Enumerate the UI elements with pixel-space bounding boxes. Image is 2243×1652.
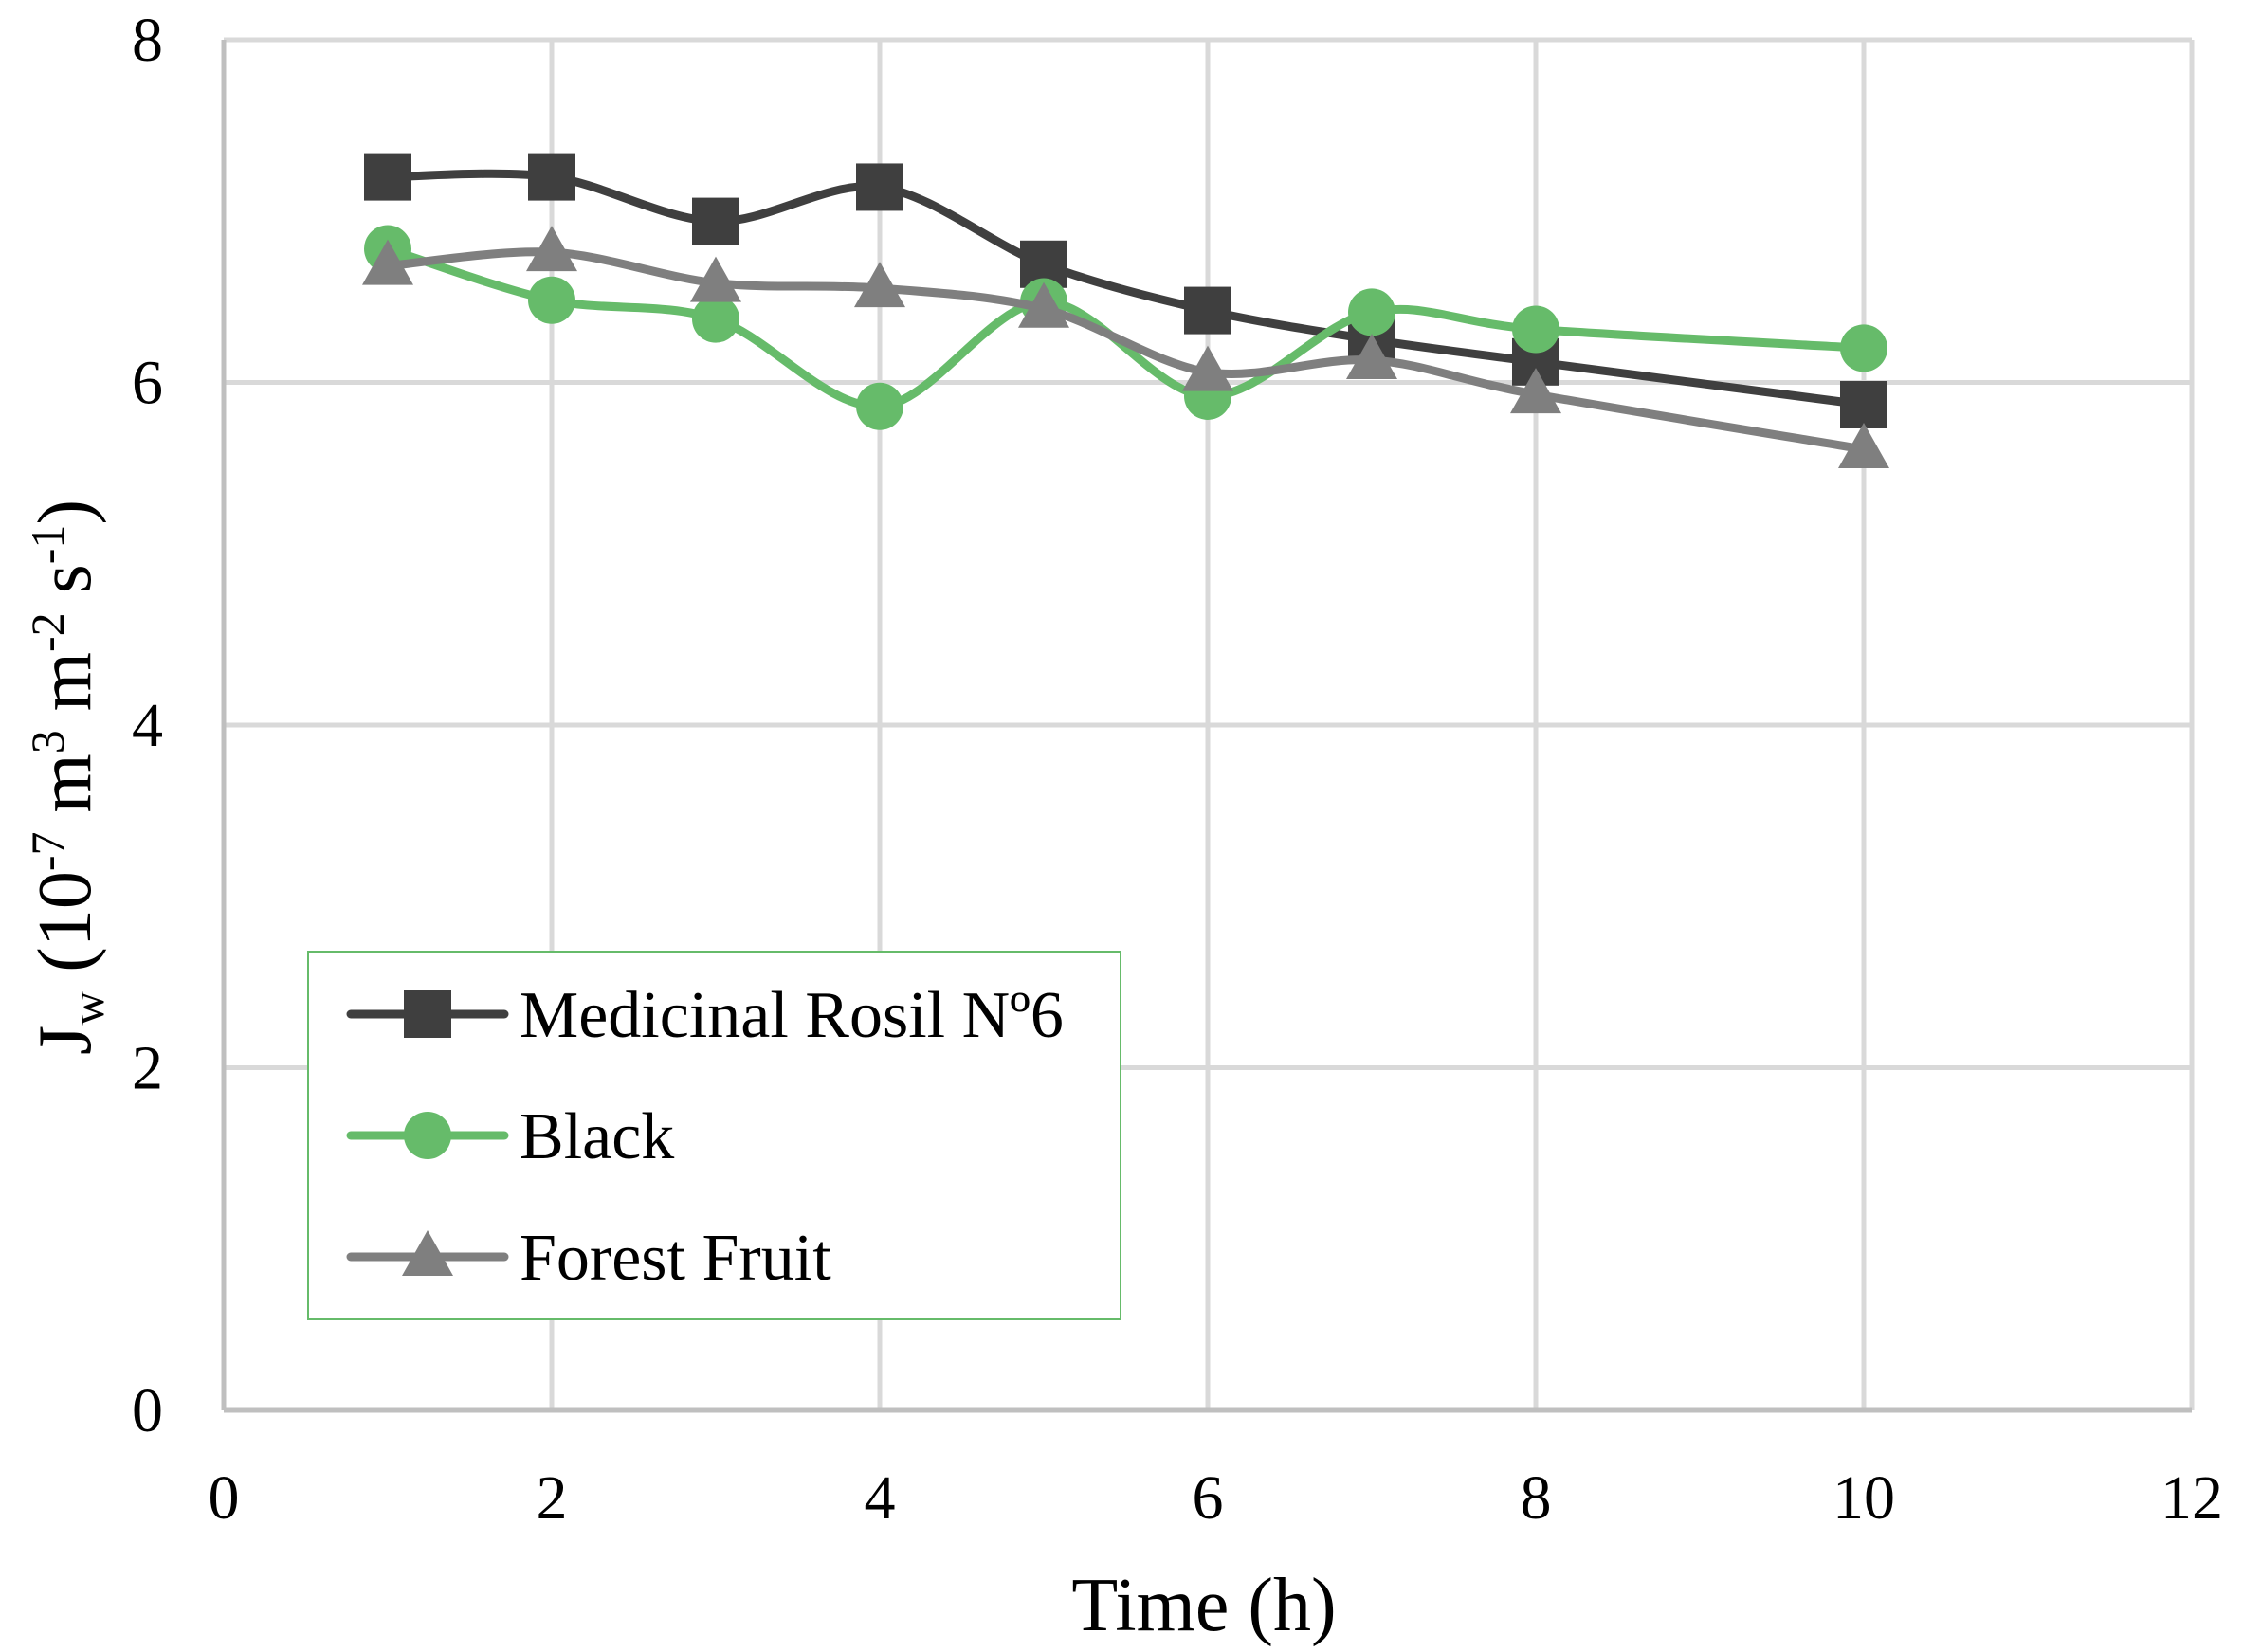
data-point — [1346, 334, 1397, 380]
y-axis-title-main: J — [24, 1026, 107, 1055]
data-point — [1018, 281, 1069, 328]
y-axis-title-m2: m — [24, 652, 107, 730]
data-point — [1510, 368, 1561, 414]
data-point — [1838, 422, 1889, 468]
y-axis-title-exp4: -1 — [21, 525, 74, 565]
y-axis-title-exp3: -2 — [21, 612, 74, 652]
legend-marker — [402, 1230, 453, 1276]
x-tick-label: 6 — [1193, 1463, 1224, 1533]
data-point — [1840, 380, 1887, 428]
x-axis-title: Time (h) — [1071, 1564, 1336, 1647]
y-tick-label: 8 — [132, 6, 163, 75]
data-point — [528, 153, 575, 201]
y-axis-title: Jw (10-7 m3 m-2 s-1) — [21, 499, 114, 1055]
y-tick-label: 0 — [132, 1376, 163, 1445]
series-group — [362, 153, 1889, 468]
legend-item: Forest Fruit — [346, 1222, 831, 1295]
legend-label: Black — [520, 1100, 674, 1173]
legend-label: Forest Fruit — [520, 1222, 831, 1295]
legend-item: Medicinal Rosil Nº6 — [346, 979, 1064, 1052]
legend-item: Black — [346, 1100, 674, 1173]
legend-marker — [404, 1112, 451, 1159]
x-tick-label: 8 — [1521, 1463, 1552, 1533]
data-point — [854, 262, 905, 308]
legend-marker — [404, 990, 451, 1038]
x-tick-label: 10 — [1833, 1463, 1895, 1533]
y-axis-title-sub: w — [61, 991, 114, 1026]
data-point — [362, 239, 413, 285]
data-point — [1512, 305, 1559, 354]
y-tick-label: 4 — [132, 691, 163, 760]
series-medicinal-rosil-n-6 — [364, 153, 1887, 428]
data-point — [1182, 345, 1233, 391]
data-point — [692, 295, 739, 343]
y-axis-title-s: s — [24, 564, 107, 612]
series-forest-fruit — [362, 226, 1889, 468]
x-tick-label: 0 — [209, 1463, 240, 1533]
series-line — [383, 169, 1869, 409]
data-point — [690, 256, 741, 302]
series-black — [364, 225, 1887, 430]
y-tick-label: 6 — [132, 349, 163, 418]
data-point — [528, 276, 575, 324]
data-point — [856, 382, 903, 430]
data-point — [692, 197, 739, 245]
data-point — [1184, 286, 1231, 335]
y-axis-title-m1: m — [24, 753, 107, 831]
data-point — [526, 226, 577, 272]
x-tick-labels: 0 2 4 6 8 10 12 — [209, 1463, 2224, 1533]
y-axis-title-exp1: -7 — [21, 832, 74, 872]
data-point — [364, 153, 411, 201]
y-tick-label: 2 — [132, 1034, 163, 1103]
x-tick-label: 2 — [537, 1463, 568, 1533]
y-axis-title-exp2: 3 — [21, 730, 74, 753]
x-tick-label: 4 — [865, 1463, 896, 1533]
data-point — [1348, 288, 1395, 336]
x-tick-label: 12 — [2161, 1463, 2223, 1533]
y-axis-title-close: ) — [24, 499, 107, 525]
y-tick-labels: 0 2 4 6 8 — [132, 6, 163, 1445]
y-axis-title-open: (10 — [24, 871, 107, 991]
axes — [221, 40, 2192, 1413]
data-point — [856, 163, 903, 211]
legend-label: Medicinal Rosil Nº6 — [520, 979, 1064, 1052]
data-point — [1840, 324, 1887, 372]
legend: Medicinal Rosil Nº6 Black Forest Fruit — [307, 951, 1122, 1320]
